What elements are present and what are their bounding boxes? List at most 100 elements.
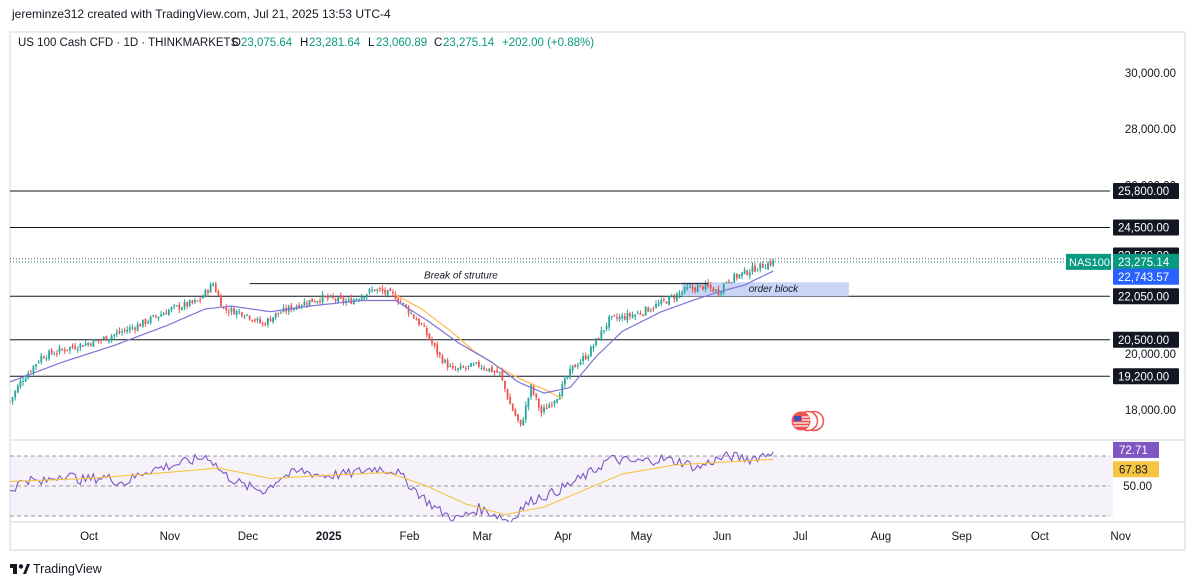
- candle-body: [459, 365, 462, 369]
- candle-body: [105, 335, 108, 341]
- candle-body: [665, 301, 668, 304]
- candle-body: [696, 285, 699, 293]
- candle-body: [748, 272, 751, 276]
- candle-body: [134, 327, 136, 330]
- open-value: 23,075.64: [241, 37, 293, 49]
- candle-body: [45, 358, 48, 360]
- close-label: C: [434, 37, 442, 49]
- price-tick-label: 20,000.00: [1125, 349, 1176, 361]
- tv-logo-mark: [10, 564, 17, 568]
- candle-body: [480, 367, 483, 369]
- break-of-structure-label: Break of struture: [424, 271, 498, 282]
- candle-body: [173, 305, 176, 307]
- fast-ma-line: [10, 270, 774, 394]
- candle-body: [16, 385, 19, 393]
- candle-body: [95, 340, 97, 342]
- price-axis[interactable]: 30,000.0028,000.0026,000.0020,000.0018,0…: [1123, 68, 1176, 493]
- candle-body: [108, 338, 110, 342]
- candle-body: [82, 345, 84, 347]
- candle-body: [511, 404, 514, 411]
- candle-body: [379, 287, 381, 290]
- candle-body: [230, 307, 233, 312]
- candle-body: [240, 312, 243, 317]
- candle-body: [642, 314, 644, 316]
- candle-body: [670, 295, 673, 297]
- candle-body: [501, 371, 504, 380]
- candle-body: [621, 315, 624, 319]
- open-label: O: [232, 37, 241, 49]
- candle-body: [152, 315, 155, 317]
- candle-body: [280, 312, 282, 314]
- candle-body: [491, 366, 493, 372]
- candle-body: [704, 282, 707, 290]
- candle-body: [597, 337, 600, 340]
- candle-body: [584, 355, 587, 360]
- candle-body: [493, 371, 496, 373]
- candle-body: [389, 288, 392, 292]
- candle-body: [42, 356, 45, 359]
- high-label: H: [300, 37, 308, 49]
- level-tag-4: 19,200.00: [1113, 368, 1179, 385]
- symbol-tag-bg: [1066, 253, 1111, 270]
- candle-body: [71, 345, 74, 348]
- symbol-tag-label: NAS100: [1069, 257, 1110, 269]
- candle-body: [725, 282, 728, 284]
- time-tick-label: Aug: [871, 531, 891, 543]
- tradingview-logo[interactable]: TradingView: [10, 562, 103, 576]
- candle-body: [175, 305, 178, 307]
- candle-body: [11, 397, 14, 402]
- candle-body: [24, 378, 27, 382]
- rsi-value-tag: 72.71: [1113, 441, 1159, 458]
- candle-body: [259, 319, 261, 323]
- symbol-tag: NAS100: [1066, 253, 1111, 270]
- candle-body: [772, 260, 775, 266]
- us-flag-icon[interactable]: [791, 410, 825, 432]
- candle-body: [402, 302, 405, 304]
- candle-body: [626, 313, 629, 321]
- candle-body: [141, 319, 144, 327]
- candle-body: [162, 313, 165, 316]
- candle-body: [569, 368, 571, 378]
- candle-body: [756, 270, 759, 272]
- time-tick-label: Nov: [160, 531, 181, 543]
- candle-body: [433, 342, 436, 346]
- candle-body: [92, 339, 95, 347]
- candle-body: [170, 307, 173, 310]
- level-tag-1-bg: [1113, 219, 1179, 236]
- candle-body: [212, 283, 215, 286]
- candle-body: [420, 323, 423, 325]
- candle-body: [662, 299, 665, 301]
- candle-body: [689, 286, 691, 288]
- candle-body: [264, 323, 267, 326]
- candle-body: [576, 365, 579, 367]
- candle-body: [384, 290, 387, 294]
- candle-body: [394, 294, 397, 300]
- candle-body: [566, 376, 569, 378]
- time-tick-label: Jul: [793, 531, 808, 543]
- candle-body: [209, 284, 212, 293]
- candle-body: [22, 381, 24, 383]
- candle-body: [381, 288, 384, 292]
- candle-body: [238, 311, 241, 313]
- candle-body: [444, 359, 446, 363]
- time-tick-label: Sep: [951, 531, 971, 543]
- candle-body: [128, 327, 131, 331]
- candle-body: [730, 282, 733, 284]
- candle-body: [392, 291, 394, 294]
- candle-body: [683, 287, 686, 292]
- candle-body: [368, 289, 371, 293]
- time-axis[interactable]: Oct Nov Dec 2025 Feb Mar Apr May Jun Jul Aug Sep Oct…: [80, 531, 1131, 543]
- price-tick-label: 28,000.00: [1125, 124, 1176, 136]
- candle-body: [764, 267, 767, 269]
- rsi-ma-line: [10, 458, 774, 516]
- candle-body: [636, 312, 639, 314]
- candle-body: [478, 361, 480, 367]
- candle-body: [313, 301, 316, 303]
- level-tag-3: 20,500.00: [1113, 331, 1179, 348]
- candle-body: [548, 404, 551, 408]
- candle-body: [699, 285, 702, 287]
- candles: [10, 258, 775, 427]
- candle-body: [269, 318, 272, 322]
- candle-body: [199, 299, 202, 301]
- candle-body: [329, 295, 332, 298]
